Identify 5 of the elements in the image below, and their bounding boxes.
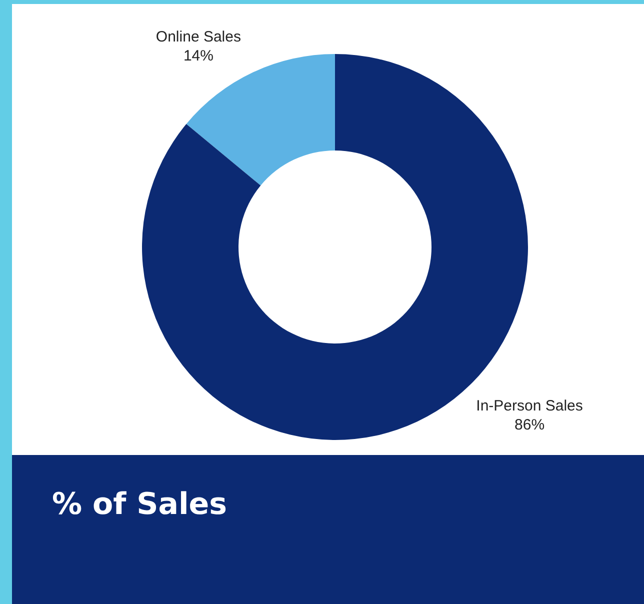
data-label: 86% xyxy=(514,416,545,434)
data-label: 14% xyxy=(183,47,214,64)
slice-label: Online Sales xyxy=(156,28,241,46)
text: % of Sales xyxy=(52,487,227,522)
slice-label: In-Person Sales xyxy=(476,398,583,415)
